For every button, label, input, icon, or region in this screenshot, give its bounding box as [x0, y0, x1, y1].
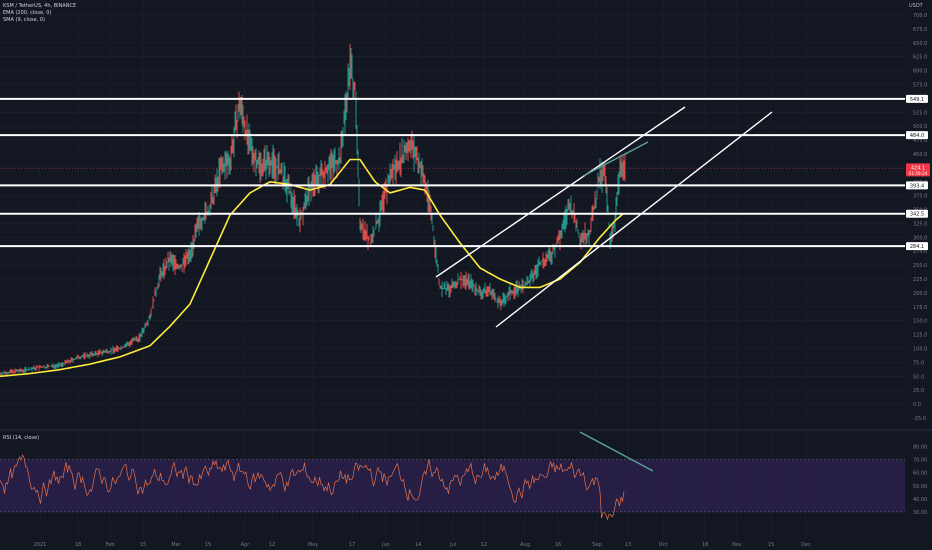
price-axis[interactable]: 700.0675.0650.0625.0600.0575.0550.0525.0…	[913, 13, 927, 422]
price-tick-label: 675.0	[913, 27, 927, 33]
rsi-tick-label: 30.00	[913, 510, 927, 516]
time-tick-label: 12	[481, 542, 487, 548]
time-axis[interactable]: 2021 18 Feb 15 Mar 15 Apr 12 May 17 Jun 14 Jul 12 Aug 1…	[34, 542, 811, 548]
time-tick-label: Jun	[381, 542, 390, 548]
current-price-tag	[906, 163, 930, 177]
price-tick-label: 450.0	[913, 152, 927, 158]
price-tick-label: 700.0	[913, 13, 927, 19]
level-tag-label: 549.1	[910, 97, 924, 103]
price-tick-label: 0.0	[913, 402, 921, 408]
level-tag	[906, 131, 928, 140]
rsi-axis[interactable]: 80.00 70.00 60.00 50.00 40.00 30.00	[913, 445, 927, 516]
time-tick-label: 17	[349, 542, 355, 548]
price-tick-label: 600.0	[913, 69, 927, 75]
price-tick-label: 225.0	[913, 277, 927, 283]
price-tick-label: 300.0	[913, 235, 927, 241]
rsi-tick-label: 50.00	[913, 484, 927, 490]
trend-channel[interactable]	[435, 106, 773, 328]
price-tick-label: 50.0	[913, 374, 924, 380]
chart-legend: KSM / TetherUS, 4h, BINANCE EMA (200, cl…	[3, 3, 76, 24]
time-tick-label: Apr	[241, 542, 251, 548]
price-tick-label: 475.0	[913, 138, 927, 144]
price-tick-label: 75.0	[913, 360, 924, 366]
symbol-title[interactable]: KSM / TetherUS, 4h, BINANCE	[3, 3, 77, 9]
price-tick-label: 100.0	[913, 347, 927, 353]
rsi-band	[0, 459, 905, 513]
time-tick-label: 18	[75, 542, 81, 548]
sma-legend[interactable]: SMA (9, close, 0)	[3, 17, 45, 23]
time-tick-label: Mar	[171, 542, 181, 548]
ema-200-line	[0, 158, 625, 378]
channel-upper	[435, 106, 686, 278]
time-tick-label: Feb	[106, 542, 115, 548]
current-price-label: 424.1	[911, 165, 925, 171]
level-tag-label: 393.4	[910, 183, 924, 189]
time-tick-label: 16	[555, 542, 561, 548]
rsi-series	[0, 431, 654, 521]
time-tick-label: 18	[702, 542, 708, 548]
ema-legend[interactable]: EMA (200, close, 0)	[3, 10, 52, 16]
time-tick-label: Nov	[732, 542, 742, 548]
rsi-path	[0, 454, 625, 521]
level-tag-label: 342.5	[910, 212, 924, 218]
currency-unit: USDT	[909, 3, 923, 9]
rsi-tick-label: 60.00	[913, 471, 927, 477]
price-tick-label: 325.0	[913, 221, 927, 227]
price-tick-label: 25.0	[913, 388, 924, 394]
price-tick-label: 175.0	[913, 305, 927, 311]
level-tag-label: 284.1	[910, 244, 924, 250]
price-tick-label: 375.0	[913, 194, 927, 200]
price-divergence-line	[582, 141, 649, 177]
time-tick-label: 15	[768, 542, 774, 548]
time-tick-label: May	[308, 542, 318, 548]
price-tick-label: 625.0	[913, 55, 927, 61]
price-tick-label: -25.0	[913, 416, 926, 422]
time-tick-label: Dec	[801, 542, 811, 548]
price-tick-label: 125.0	[913, 333, 927, 339]
time-tick-label: 15	[205, 542, 211, 548]
level-tag	[906, 94, 928, 103]
time-tick-label: 13	[625, 542, 631, 548]
current-price-countdown: 01:59:24	[909, 171, 928, 176]
time-tick-label: 2021	[34, 542, 47, 548]
price-tick-label: 275.0	[913, 249, 927, 255]
price-tick-label: 500.0	[913, 124, 927, 130]
time-tick-label: Oct	[659, 542, 668, 548]
channel-lower	[495, 111, 773, 328]
time-tick-label: 15	[140, 542, 146, 548]
price-tick-label: 200.0	[913, 291, 927, 297]
rsi-legend[interactable]: RSI (14, close)	[3, 435, 40, 441]
level-tag	[906, 209, 928, 218]
price-tick-label: 650.0	[913, 41, 927, 47]
horizontal-levels[interactable]	[0, 97, 905, 248]
level-tag	[906, 181, 928, 190]
price-tick-label: 575.0	[913, 82, 927, 88]
time-tick-label: Sep	[592, 542, 601, 548]
level-tag	[906, 242, 928, 251]
rsi-band-fill	[0, 459, 905, 512]
level-tag-label: 484.0	[910, 133, 924, 139]
time-tick-label: Jul	[449, 542, 456, 548]
rsi-tick-label: 70.00	[913, 458, 927, 464]
price-tags: 549.1 484.0 393.4 342.5 284.1 424.101:59:24	[906, 94, 930, 251]
time-tick-label: 12	[269, 542, 275, 548]
ema-200-path	[0, 158, 625, 378]
price-tick-label: 525.0	[913, 110, 927, 116]
price-series	[0, 43, 626, 377]
price-tick-label: 250.0	[913, 263, 927, 269]
time-tick-label: Aug	[520, 542, 530, 548]
time-tick-label: 14	[415, 542, 421, 548]
rsi-tick-label: 40.00	[913, 497, 927, 503]
rsi-divergence-line	[579, 431, 654, 472]
rsi-tick-label: 80.00	[913, 445, 927, 451]
price-tick-label: 150.0	[913, 319, 927, 325]
